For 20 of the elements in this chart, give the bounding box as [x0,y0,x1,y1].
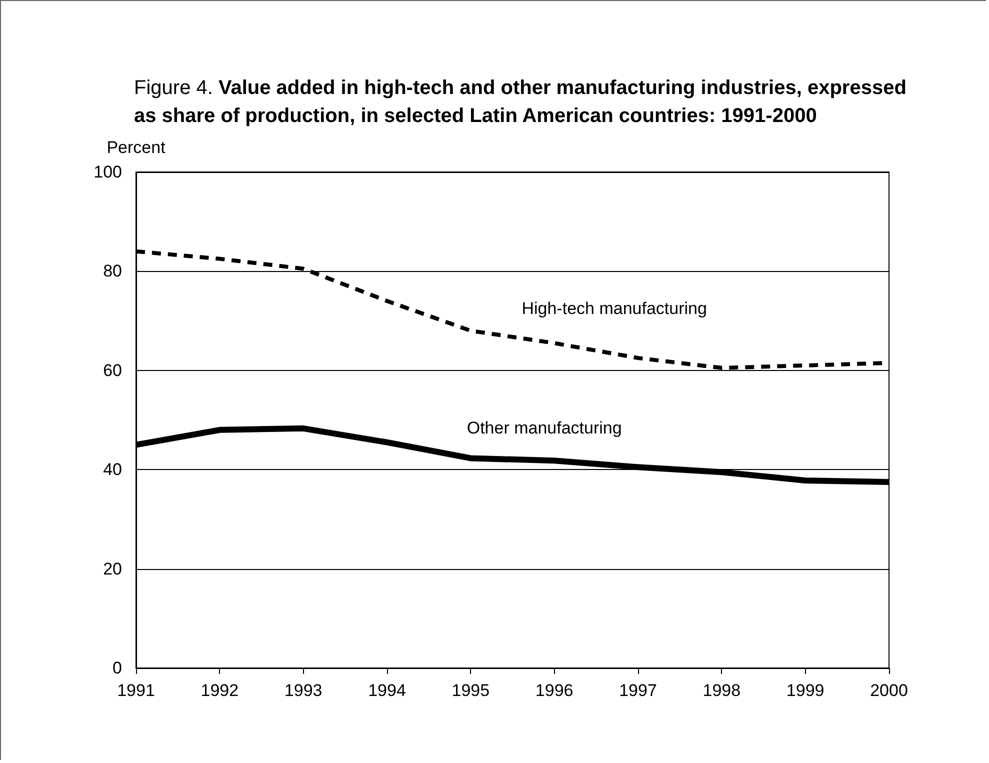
chart-title: Figure 4. Value added in high-tech and other manufacturing industries, expressed as share of production, in selected Latin American countries: 1991-2000 [134,77,906,127]
y-tick-label: 100 [94,162,122,182]
x-tick-label: 1999 [786,681,824,700]
x-tick-label: 1991 [117,681,155,700]
series-label: Other manufacturing [466,418,622,438]
x-tick-label: 2000 [870,681,908,700]
series-label: High-tech manufacturing [522,299,707,318]
x-tick-label: 1994 [368,681,406,700]
y-tick-label: 0 [112,658,122,678]
y-tick-label: 60 [103,360,122,380]
x-tick-label: 1996 [535,681,574,700]
x-tick-label: 1993 [284,681,322,700]
y-tick-label: 80 [103,262,122,281]
x-tick-label: 1998 [702,681,741,700]
y-tick-label: 20 [103,559,122,578]
y-tick-label: 40 [103,460,122,480]
y-axis-title: Percent [106,138,166,157]
x-tick-label: 1992 [200,681,239,700]
x-tick-label: 1995 [452,681,490,700]
x-tick-label: 1997 [619,681,657,700]
